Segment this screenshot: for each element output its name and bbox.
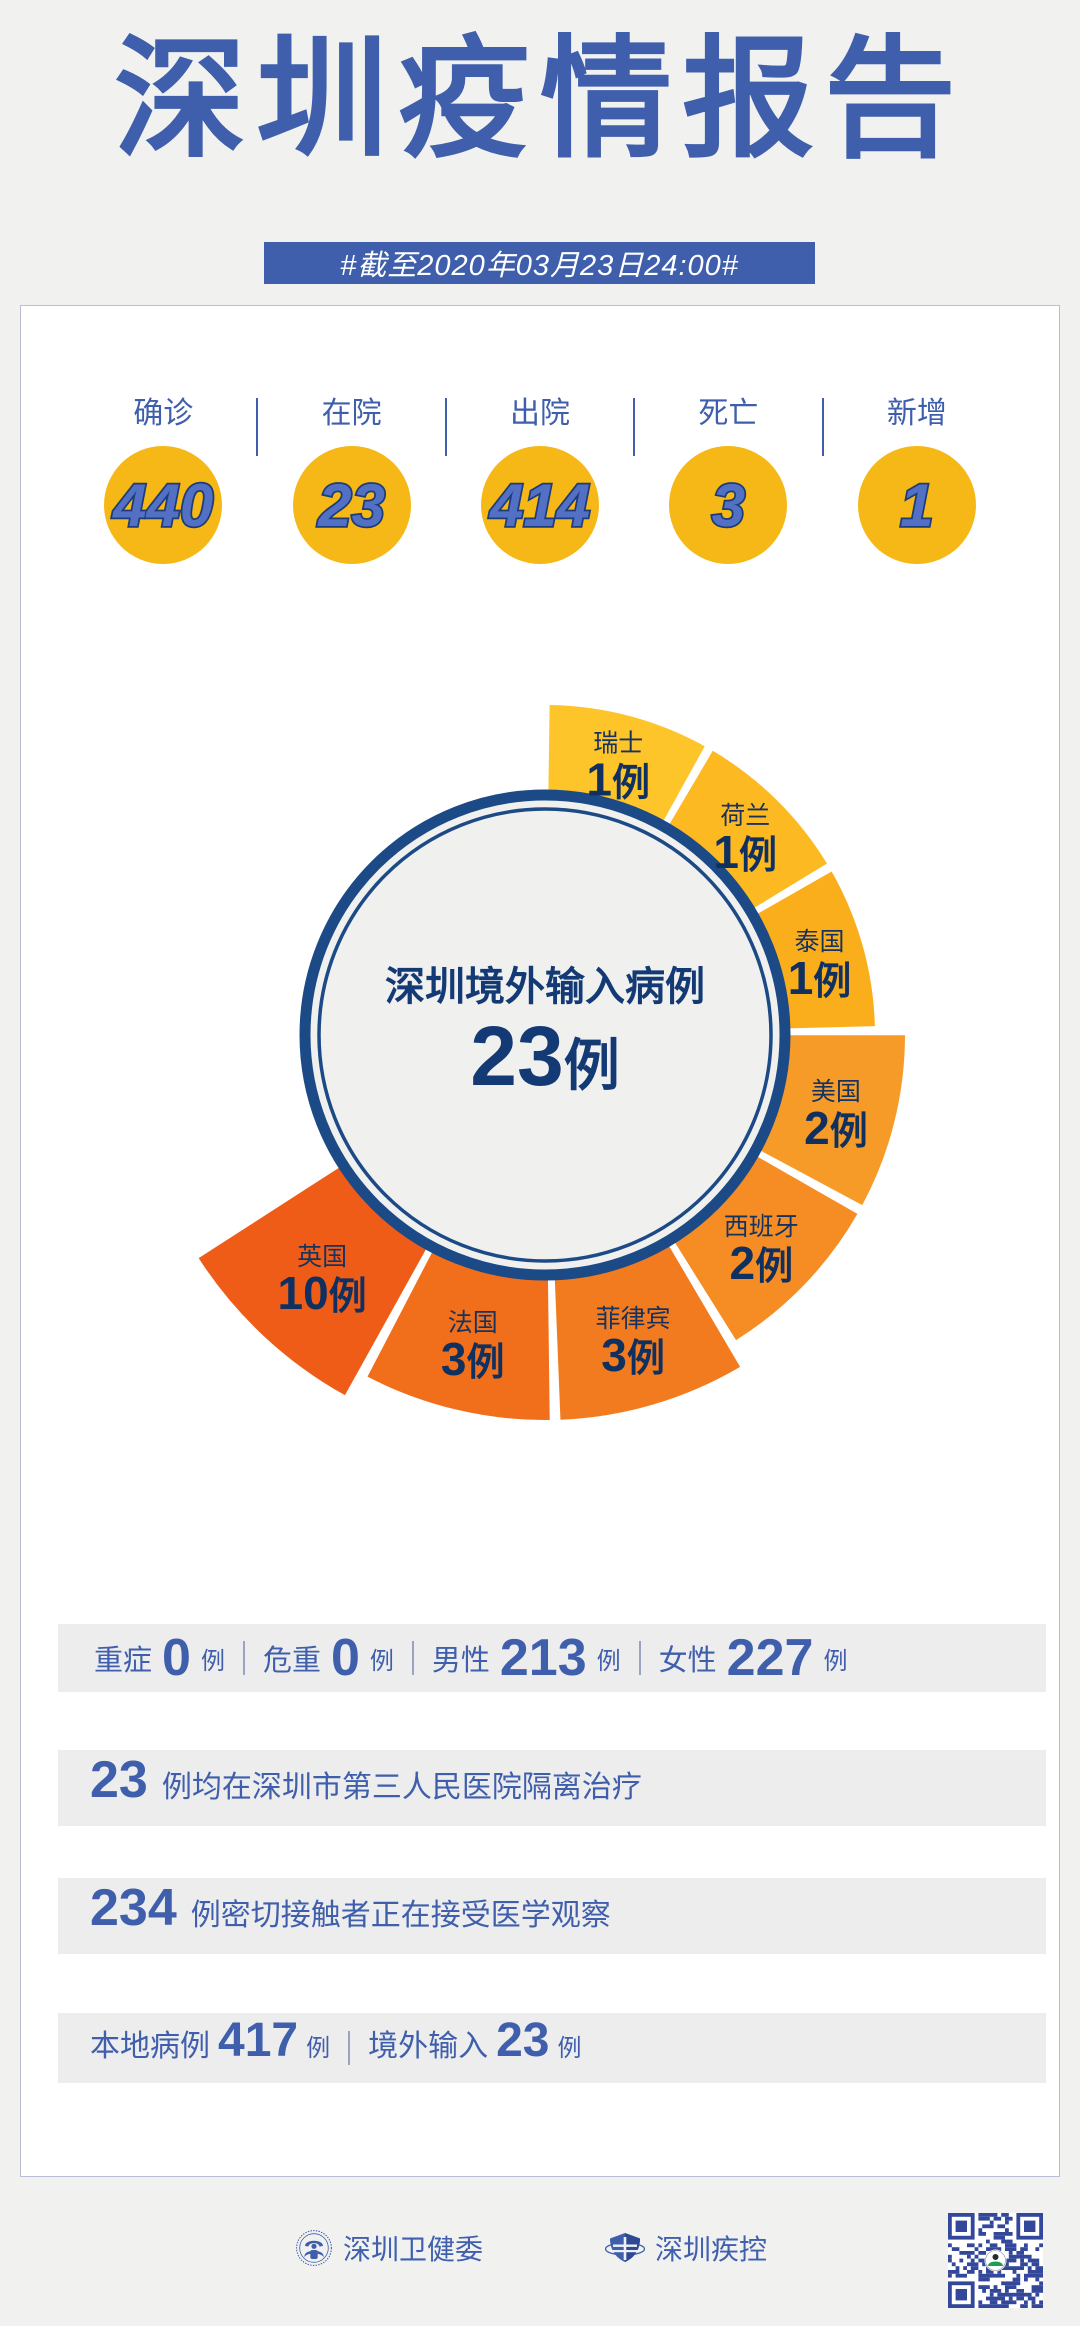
svg-text:深圳境外输入病例: 深圳境外输入病例 <box>385 965 705 1009</box>
